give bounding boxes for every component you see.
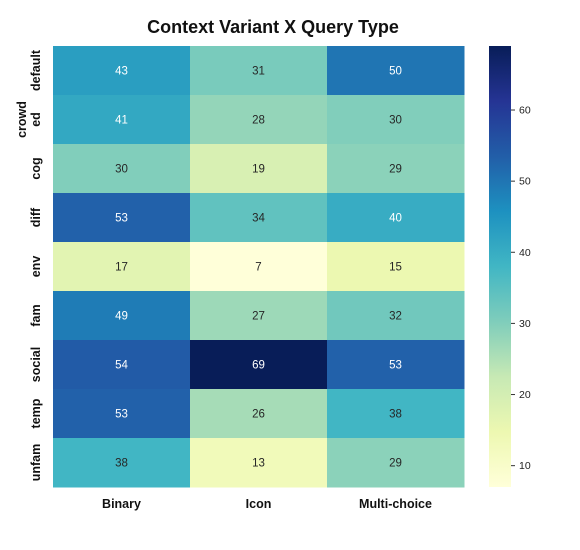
- y-tick-label: env: [29, 256, 43, 278]
- cell-value-label: 41: [115, 115, 128, 127]
- y-tick-label: social: [29, 347, 43, 382]
- cell-value-label: 19: [252, 164, 265, 176]
- heatmap-cell: [327, 438, 465, 488]
- cell-value-label: 38: [389, 409, 402, 421]
- y-tick-label-line: cog: [29, 157, 43, 179]
- y-tick-label: default: [29, 49, 43, 91]
- y-tick-label-line: crowd: [15, 101, 29, 138]
- heatmap-cell: [327, 193, 465, 243]
- cell-value-label: 27: [252, 311, 265, 323]
- cell-value-label: 49: [115, 311, 128, 323]
- colorbar: 10 20 30 40 50 60: [489, 46, 531, 487]
- cell-value-label: 17: [115, 262, 128, 274]
- heatmap-cell: [327, 389, 465, 439]
- chart-title: Context Variant X Query Type: [147, 17, 399, 37]
- colorbar-tick-label: 20: [519, 389, 531, 401]
- heatmap-cell: [190, 438, 328, 488]
- cell-value-label: 38: [115, 458, 128, 470]
- y-tick-label-line: diff: [29, 207, 43, 227]
- y-tick-label: unfam: [29, 444, 43, 482]
- y-tick-label: temp: [29, 398, 43, 428]
- cell-value-label: 29: [389, 458, 402, 470]
- y-tick-label-line: env: [29, 256, 43, 278]
- heatmap-cell: [53, 193, 191, 243]
- heatmap-cell: [53, 389, 191, 439]
- cell-value-label: 7: [255, 262, 261, 274]
- heatmap-cell: [53, 95, 191, 145]
- x-tick-labels: Binary Icon Multi-choice: [102, 497, 432, 511]
- heatmap-cell: [190, 389, 328, 439]
- colorbar-tick-label: 50: [519, 176, 531, 188]
- cell-value-label: 53: [115, 213, 128, 225]
- cell-value-label: 28: [252, 115, 265, 127]
- cell-value-label: 54: [115, 360, 128, 372]
- y-tick-label-line: default: [29, 49, 43, 91]
- heatmap-cell: [53, 242, 191, 292]
- heatmap-cell: [190, 340, 328, 390]
- colorbar-tick-label: 10: [519, 460, 531, 472]
- cell-value-label: 30: [389, 115, 402, 127]
- y-tick-label-line: social: [29, 347, 43, 382]
- cell-value-label: 13: [252, 458, 265, 470]
- heatmap-cell: [327, 95, 465, 145]
- y-tick-label: crowd ed: [15, 101, 43, 138]
- cell-value-label: 53: [115, 409, 128, 421]
- y-tick-label: diff: [29, 207, 43, 227]
- heatmap-cell: [53, 46, 191, 96]
- y-tick-label-line: unfam: [29, 444, 43, 482]
- x-tick-label: Binary: [102, 497, 141, 511]
- heatmap-cell: [190, 193, 328, 243]
- heatmap-cell: [53, 438, 191, 488]
- heatmap-cell: [327, 340, 465, 390]
- cell-value-label: 69: [252, 360, 265, 372]
- cell-value-label: 32: [389, 311, 402, 323]
- heatmap-cell: [190, 46, 328, 96]
- cell-value-label: 15: [389, 262, 402, 274]
- cell-value-label: 26: [252, 409, 265, 421]
- cell-value-label: 40: [389, 213, 402, 225]
- heatmap-cell: [327, 144, 465, 194]
- x-tick-label: Icon: [246, 497, 272, 511]
- y-tick-label: fam: [29, 304, 43, 326]
- colorbar-tick-label: 30: [519, 318, 531, 330]
- cell-value-label: 30: [115, 164, 128, 176]
- y-tick-label-line: ed: [29, 112, 43, 127]
- colorbar-tick-label: 60: [519, 105, 531, 117]
- colorbar-tick-label: 40: [519, 247, 531, 259]
- heatmap-cell: [327, 242, 465, 292]
- x-tick-label: Multi-choice: [359, 497, 432, 511]
- cell-value-label: 53: [389, 360, 402, 372]
- heatmap-cell: [190, 291, 328, 341]
- heatmap-cell: [53, 340, 191, 390]
- heatmap-cell: [327, 46, 465, 96]
- y-tick-label: cog: [29, 157, 43, 179]
- heatmap-cell: [327, 291, 465, 341]
- heatmap-cell: [190, 144, 328, 194]
- heatmap-cells: 43 31 50 41 28 30 30 19 29 53 34 40 17 7 15 49 27 32 54 69 5…: [53, 46, 465, 488]
- heatmap-cell: [53, 144, 191, 194]
- cell-value-label: 43: [115, 66, 128, 78]
- heatmap-cell: [53, 291, 191, 341]
- heatmap-cell: [190, 242, 328, 292]
- colorbar-scale: [489, 46, 511, 487]
- y-tick-label-line: fam: [29, 304, 43, 326]
- cell-value-label: 50: [389, 66, 402, 78]
- cell-value-label: 31: [252, 66, 265, 78]
- cell-value-label: 29: [389, 164, 402, 176]
- y-tick-label-line: temp: [29, 398, 43, 428]
- heatmap-cell: [190, 95, 328, 145]
- cell-value-label: 34: [252, 213, 265, 225]
